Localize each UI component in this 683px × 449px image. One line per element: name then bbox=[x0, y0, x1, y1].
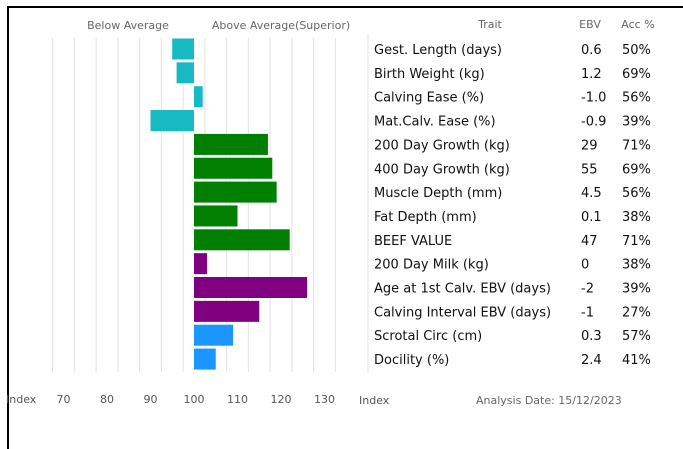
ebv-value: 55 bbox=[581, 162, 598, 177]
acc-value: 41% bbox=[622, 353, 651, 368]
index-bar bbox=[194, 324, 234, 346]
trait-label: BEEF VALUE bbox=[374, 234, 452, 249]
index-bar bbox=[194, 253, 208, 275]
ebv-value: -0.9 bbox=[581, 115, 606, 130]
index-bar bbox=[194, 229, 290, 251]
index-bar bbox=[176, 62, 194, 84]
ebv-header: EBV bbox=[579, 18, 601, 31]
trait-label: Calving Interval EBV (days) bbox=[374, 305, 551, 320]
acc-value: 50% bbox=[622, 43, 651, 58]
axis-tick-label: 90 bbox=[144, 393, 158, 406]
axis-tick-label: 110 bbox=[227, 393, 248, 406]
ebv-value: 0.3 bbox=[581, 329, 602, 344]
above-average-header: Above Average(Superior) bbox=[212, 19, 350, 32]
axis-tick-label: 120 bbox=[271, 393, 292, 406]
acc-value: 27% bbox=[622, 305, 651, 320]
ebv-value: -2 bbox=[581, 282, 594, 297]
axis-label-right: Index bbox=[359, 394, 390, 407]
acc-value: 69% bbox=[622, 67, 651, 82]
trait-label: Birth Weight (kg) bbox=[374, 67, 485, 82]
trait-label: 200 Day Milk (kg) bbox=[374, 258, 489, 273]
trait-label: Age at 1st Calv. EBV (days) bbox=[374, 282, 551, 297]
gridlines bbox=[52, 38, 336, 372]
trait-rows: Gest. Length (days) 0.6 50% Birth Weight (k… bbox=[374, 43, 651, 368]
acc-value: 38% bbox=[622, 210, 651, 225]
ebv-value: 47 bbox=[581, 234, 598, 249]
index-bar bbox=[194, 205, 238, 227]
index-bar bbox=[194, 181, 277, 203]
index-bar bbox=[194, 300, 260, 322]
trait-label: Scrotal Circ (cm) bbox=[374, 329, 482, 344]
acc-value: 69% bbox=[622, 162, 651, 177]
acc-value: 56% bbox=[622, 186, 651, 201]
acc-value: 39% bbox=[622, 282, 651, 297]
axis-tick-label: 100 bbox=[184, 393, 205, 406]
axis-tick-label: 70 bbox=[57, 393, 71, 406]
trait-label: Calving Ease (%) bbox=[374, 91, 484, 106]
axis-tick-label: 80 bbox=[100, 393, 114, 406]
axis-ticks: 70 80 90 100 110 120 130 bbox=[57, 393, 336, 406]
ebv-value: 29 bbox=[581, 138, 598, 153]
ebv-value: 0.6 bbox=[581, 43, 602, 58]
acc-value: 38% bbox=[622, 258, 651, 273]
trait-label: Fat Depth (mm) bbox=[374, 210, 477, 225]
ebv-value: 4.5 bbox=[581, 186, 602, 201]
acc-value: 39% bbox=[622, 115, 651, 130]
index-bar bbox=[194, 86, 203, 108]
index-bar bbox=[194, 277, 308, 298]
trait-label: Gest. Length (days) bbox=[374, 43, 502, 58]
trait-label: Docility (%) bbox=[374, 353, 449, 368]
ebv-value: 0.1 bbox=[581, 210, 602, 225]
axis-tick-label: 130 bbox=[314, 393, 335, 406]
analysis-date: Analysis Date: 15/12/2023 bbox=[476, 394, 622, 407]
below-average-header: Below Average bbox=[87, 19, 169, 32]
acc-value: 71% bbox=[622, 234, 651, 249]
index-bar bbox=[194, 348, 216, 370]
acc-value: 56% bbox=[622, 91, 651, 106]
chart-frame bbox=[7, 6, 683, 449]
bars bbox=[150, 38, 308, 370]
index-bar bbox=[194, 157, 273, 179]
trait-label: 200 Day Growth (kg) bbox=[374, 138, 510, 153]
ebv-value: 0 bbox=[581, 258, 589, 273]
acc-header: Acc % bbox=[621, 18, 654, 31]
ebv-value: -1 bbox=[581, 305, 594, 320]
trait-label: Muscle Depth (mm) bbox=[374, 186, 502, 201]
ebv-value: -1.0 bbox=[581, 91, 606, 106]
ebv-value: 2.4 bbox=[581, 353, 602, 368]
ebv-value: 1.2 bbox=[581, 67, 602, 82]
axis-label-left: Index bbox=[6, 393, 37, 406]
trait-label: 400 Day Growth (kg) bbox=[374, 162, 510, 177]
index-bar bbox=[172, 38, 194, 60]
index-bar bbox=[150, 110, 194, 132]
index-bar bbox=[194, 133, 268, 155]
trait-header: Trait bbox=[477, 18, 502, 31]
trait-label: Mat.Calv. Ease (%) bbox=[374, 115, 496, 130]
acc-value: 71% bbox=[622, 138, 651, 153]
acc-value: 57% bbox=[622, 329, 651, 344]
